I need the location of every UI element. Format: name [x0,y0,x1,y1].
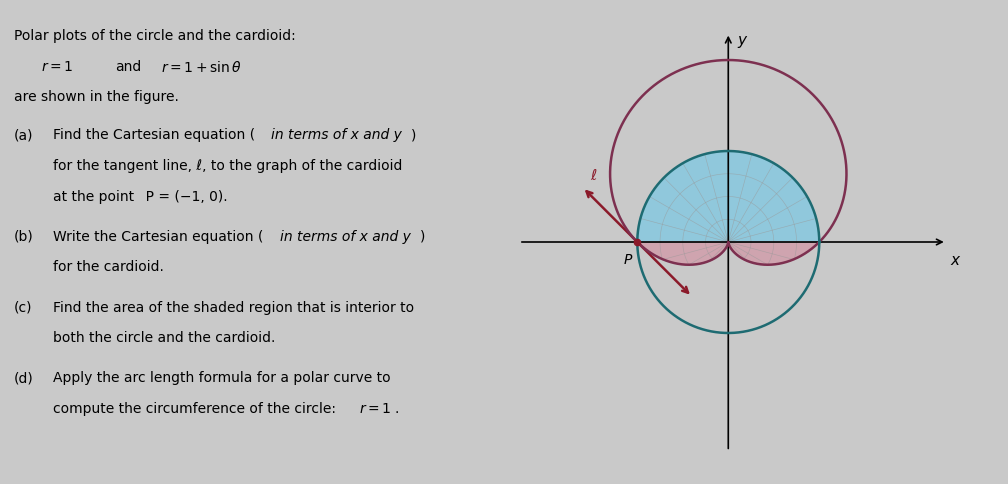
Text: $r = 1$: $r = 1$ [41,60,74,75]
Text: P: P [624,253,632,267]
Text: for the cardioid.: for the cardioid. [52,260,163,274]
Text: both the circle and the cardioid.: both the circle and the cardioid. [52,331,275,345]
Text: ): ) [419,230,425,244]
Text: at the point   P = (−1, 0).: at the point P = (−1, 0). [52,190,228,204]
Text: (b): (b) [14,230,33,244]
Text: compute the circumference of the circle:: compute the circumference of the circle: [52,402,343,416]
Text: are shown in the figure.: are shown in the figure. [14,90,178,104]
Text: and: and [115,60,141,75]
Text: .: . [394,402,399,416]
Text: ): ) [410,128,416,142]
Text: y: y [738,33,746,48]
Text: $r = 1 + \sin\theta$: $r = 1 + \sin\theta$ [160,60,242,76]
Text: Find the area of the shaded region that is interior to: Find the area of the shaded region that … [52,301,414,315]
Text: $r = 1$: $r = 1$ [359,402,391,416]
Text: for the tangent line, ℓ, to the graph of the cardioid: for the tangent line, ℓ, to the graph of… [52,159,402,173]
Text: (a): (a) [14,128,33,142]
Text: Polar plots of the circle and the cardioid:: Polar plots of the circle and the cardio… [14,29,295,43]
Polygon shape [637,151,820,242]
Text: Write the Cartesian equation (: Write the Cartesian equation ( [52,230,263,244]
Text: in terms of x and y: in terms of x and y [270,128,401,142]
Text: x: x [951,253,960,268]
Text: in terms of x and y: in terms of x and y [280,230,410,244]
Polygon shape [637,242,820,265]
Text: (d): (d) [14,371,33,385]
Text: Find the Cartesian equation (: Find the Cartesian equation ( [52,128,255,142]
Text: ℓ: ℓ [590,168,596,183]
Text: (c): (c) [14,301,32,315]
Text: Apply the arc length formula for a polar curve to: Apply the arc length formula for a polar… [52,371,390,385]
